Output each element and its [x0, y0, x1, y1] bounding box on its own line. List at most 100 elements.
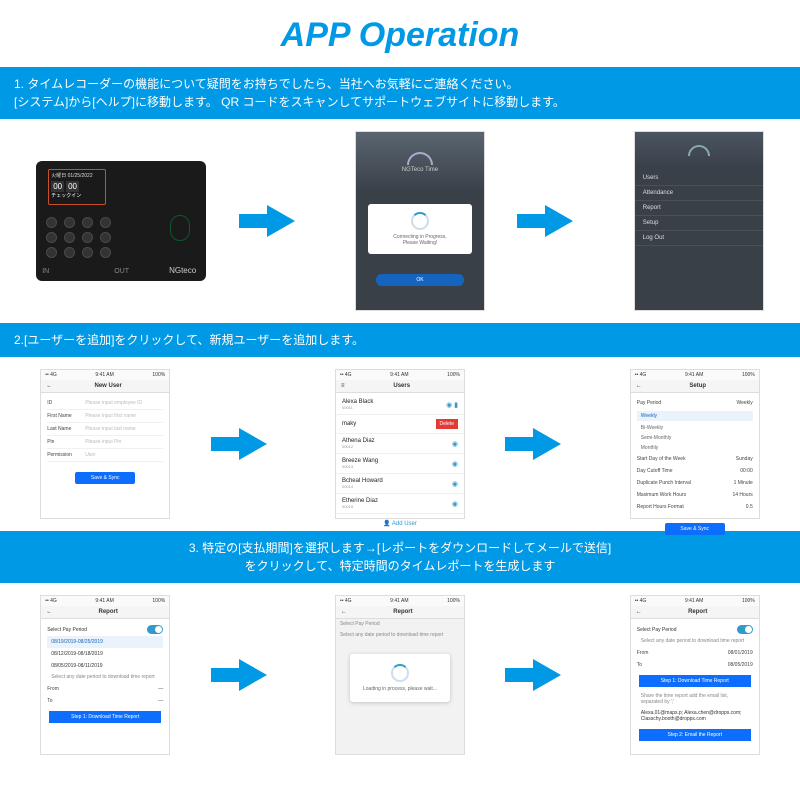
- arrow-icon: [239, 659, 267, 691]
- back-icon[interactable]: ←: [46, 383, 52, 389]
- from-label: From: [637, 650, 649, 656]
- setup-value[interactable]: Sunday: [736, 456, 753, 462]
- arrow-icon: [533, 659, 561, 691]
- field-label: Last Name: [47, 426, 85, 432]
- spinner-icon: [391, 664, 409, 682]
- user-row[interactable]: maky Delete: [336, 415, 464, 434]
- save-sync-button[interactable]: Save & Sync: [75, 472, 135, 484]
- period-option[interactable]: 08/05/2019-08/11/2019: [47, 660, 163, 672]
- setup-value[interactable]: 1 Minute: [734, 480, 753, 486]
- setup-value[interactable]: 0.5: [746, 504, 753, 510]
- helper-text: Select any date period to download time …: [637, 636, 753, 647]
- report-email-screen: •• 4G9:41 AM100% ←Report Select Pay Peri…: [630, 595, 760, 755]
- select-pay-period-label: Select Pay Period: [47, 627, 87, 633]
- menu-icon[interactable]: ≡: [341, 383, 345, 389]
- status-time: 9:41 AM: [685, 372, 703, 378]
- from-value[interactable]: 08/01/2019: [728, 650, 753, 656]
- user-row[interactable]: Alexa Black00011◉ ▮: [336, 395, 464, 415]
- connecting-screen: NGTeco Time Connecting in Progress, Plea…: [355, 131, 485, 311]
- device-digit: 00: [51, 181, 64, 192]
- screen-title: Report: [99, 609, 118, 615]
- field-label: Permission: [47, 452, 85, 458]
- from-input[interactable]: —: [158, 686, 163, 692]
- status-battery: 100%: [447, 372, 460, 378]
- option-monthly[interactable]: Monthly: [637, 443, 753, 453]
- pin-input[interactable]: Please input Pin: [85, 439, 163, 445]
- status-carrier: •• 4G: [635, 372, 647, 378]
- ok-button[interactable]: OK: [376, 274, 464, 286]
- save-sync-button[interactable]: Save & Sync: [665, 523, 725, 535]
- in-label: IN: [42, 268, 49, 275]
- back-icon[interactable]: ←: [341, 609, 347, 615]
- step2-banner: 2.[ユーザーを追加]をクリックして、新規ユーザーを追加します。: [0, 323, 800, 357]
- device-checkin: チェックイン: [51, 192, 103, 199]
- time-clock-device: 火曜日 01/25/2022 00 00 チェックイン IN OUT NGtec…: [36, 161, 206, 281]
- option-semimonthly[interactable]: Semi-Monthly: [637, 433, 753, 443]
- user-id: 00012: [342, 444, 375, 449]
- permission-input[interactable]: User: [85, 452, 163, 458]
- field-label: Pin: [47, 439, 85, 445]
- gauge-icon: [407, 152, 433, 165]
- status-time: 9:41 AM: [390, 372, 408, 378]
- lastname-input[interactable]: Please input last name: [85, 426, 163, 432]
- arrow-icon: [239, 428, 267, 460]
- setup-value[interactable]: 00:00: [740, 468, 753, 474]
- back-icon[interactable]: ←: [636, 609, 642, 615]
- share-label: Share the time report add the email list…: [637, 691, 753, 708]
- loading-text: Loading in process, please wait...: [354, 686, 446, 692]
- app-brand: NGTeco Time: [402, 167, 438, 173]
- user-row[interactable]: Bcheal Howard00014◉: [336, 474, 464, 494]
- user-row[interactable]: Etherine Diaz00015◉: [336, 494, 464, 514]
- menu-item-logout[interactable]: Log Out: [635, 231, 763, 246]
- setup-value[interactable]: Weekly: [736, 400, 752, 406]
- period-option[interactable]: 08/19/2019-08/25/2019: [47, 636, 163, 648]
- to-input[interactable]: —: [158, 698, 163, 704]
- user-id: 00011: [342, 405, 373, 410]
- arrow-icon: [267, 205, 295, 237]
- user-id: 00015: [342, 504, 378, 509]
- dim-text: Select Pay Period: [336, 619, 464, 630]
- page-title: APP Operation: [0, 0, 800, 67]
- email-list-input[interactable]: Alexa.01@maps.p; Alexa.chen@dropps.com; …: [637, 708, 753, 725]
- screen-title: Setup: [689, 383, 706, 389]
- field-label: First Name: [47, 413, 85, 419]
- menu-item-users[interactable]: Users: [635, 171, 763, 186]
- download-report-button[interactable]: Step 1: Download Time Report: [639, 675, 751, 687]
- step2-row: •• 4G9:41 AM100% ←New User IDPlease inpu…: [0, 357, 800, 531]
- download-report-button[interactable]: Step 1: Download Time Report: [49, 711, 161, 723]
- option-biweekly[interactable]: Bi-Weekly: [637, 423, 753, 433]
- fingerprint-sensor: [170, 215, 190, 241]
- menu-screen: Users Attendance Report Setup Log Out: [634, 131, 764, 311]
- firstname-input[interactable]: Please input first name: [85, 413, 163, 419]
- status-time: 9:41 AM: [390, 598, 408, 604]
- toggle-switch[interactable]: [147, 625, 163, 634]
- status-battery: 100%: [447, 598, 460, 604]
- status-battery: 100%: [742, 598, 755, 604]
- fingerprint-icon: ◉: [452, 480, 458, 488]
- toggle-switch[interactable]: [737, 625, 753, 634]
- user-row[interactable]: Breeze Wang00013◉: [336, 454, 464, 474]
- fingerprint-icon: ◉: [452, 440, 458, 448]
- device-date: 火曜日 01/25/2022: [51, 172, 103, 179]
- screen-title: New User: [95, 383, 122, 389]
- user-row[interactable]: Athena Diaz00012◉: [336, 434, 464, 454]
- add-user-button[interactable]: 👤 Add User: [336, 516, 464, 531]
- status-time: 9:41 AM: [95, 372, 113, 378]
- option-weekly[interactable]: Weekly: [637, 411, 753, 421]
- period-option[interactable]: 08/12/2019-08/18/2019: [47, 648, 163, 660]
- step1-banner: 1. タイムレコーダーの機能について疑問をお持ちでしたら、当社へお気軽にご連絡く…: [0, 67, 800, 119]
- email-report-button[interactable]: Step 2: Email the Report: [639, 729, 751, 741]
- menu-item-attendance[interactable]: Attendance: [635, 186, 763, 201]
- to-value[interactable]: 08/05/2019: [728, 662, 753, 668]
- menu-item-report[interactable]: Report: [635, 201, 763, 216]
- setup-value[interactable]: 14 Hours: [732, 492, 752, 498]
- menu-item-setup[interactable]: Setup: [635, 216, 763, 231]
- back-icon[interactable]: ←: [636, 383, 642, 389]
- from-label: From: [47, 686, 59, 692]
- status-time: 9:41 AM: [95, 598, 113, 604]
- back-icon[interactable]: ←: [46, 609, 52, 615]
- status-battery: 100%: [742, 372, 755, 378]
- user-name: maky: [342, 421, 356, 427]
- delete-button[interactable]: Delete: [436, 419, 458, 429]
- id-input[interactable]: Please input employee ID: [85, 400, 163, 406]
